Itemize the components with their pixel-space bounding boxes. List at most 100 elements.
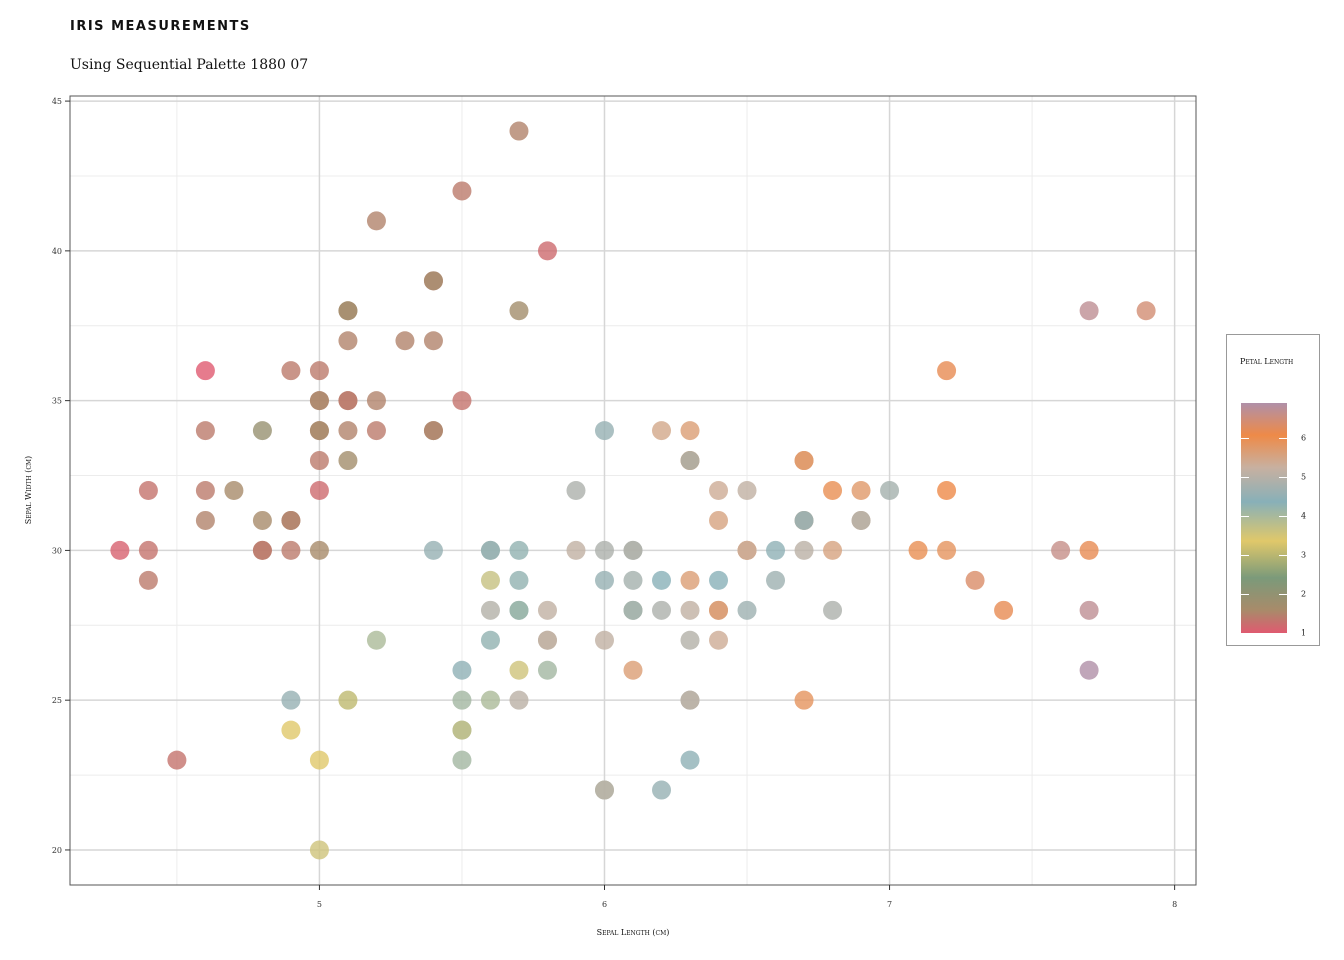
legend-tick-label: 1 bbox=[1301, 628, 1307, 638]
data-point bbox=[680, 630, 700, 650]
data-point bbox=[851, 481, 871, 500]
legend-tick-label: 4 bbox=[1301, 511, 1307, 521]
legend-tick-mark bbox=[1279, 633, 1287, 634]
data-point bbox=[309, 840, 329, 860]
legend-tick-mark bbox=[1279, 516, 1287, 518]
data-point bbox=[823, 600, 843, 620]
data-point bbox=[480, 540, 500, 560]
data-point bbox=[537, 241, 557, 261]
data-point bbox=[1079, 540, 1099, 560]
y-axis-label: Sepal Width (cm) bbox=[24, 456, 33, 524]
data-point bbox=[737, 600, 757, 620]
legend-tick-mark bbox=[1279, 438, 1287, 440]
data-point bbox=[309, 540, 329, 560]
data-point bbox=[110, 540, 130, 560]
data-point bbox=[623, 570, 643, 590]
data-point bbox=[566, 540, 586, 560]
x-tick-label: 7 bbox=[887, 900, 892, 909]
data-point bbox=[366, 630, 386, 650]
data-point bbox=[937, 481, 957, 500]
data-point bbox=[366, 391, 386, 411]
data-point bbox=[594, 780, 614, 800]
data-point bbox=[452, 391, 472, 411]
data-point bbox=[309, 391, 329, 411]
y-tick-label: 25 bbox=[52, 696, 62, 705]
y-tick-label: 40 bbox=[52, 247, 62, 256]
legend-ticks: 1 2 3 4 5 6 bbox=[1241, 403, 1311, 638]
data-point bbox=[1051, 540, 1071, 560]
x-tick-label: 6 bbox=[602, 900, 607, 909]
chart-title: IRIS MEASUREMENTS bbox=[70, 19, 251, 34]
data-point bbox=[880, 481, 900, 500]
data-point bbox=[537, 630, 557, 650]
data-point bbox=[195, 510, 215, 530]
data-point bbox=[281, 690, 301, 710]
data-point bbox=[395, 331, 415, 351]
data-point bbox=[452, 660, 472, 680]
plot-frame bbox=[69, 95, 1197, 886]
data-point bbox=[366, 211, 386, 231]
data-point bbox=[509, 540, 529, 560]
data-point bbox=[480, 630, 500, 650]
legend-tick-mark bbox=[1279, 477, 1287, 479]
data-point bbox=[1079, 301, 1099, 321]
data-point bbox=[224, 481, 244, 500]
data-point bbox=[138, 540, 158, 560]
data-point bbox=[680, 600, 700, 620]
data-point bbox=[680, 570, 700, 590]
data-point bbox=[1136, 301, 1156, 321]
x-tick-label: 8 bbox=[1172, 900, 1177, 909]
data-point bbox=[823, 540, 843, 560]
data-point bbox=[338, 421, 358, 441]
data-point bbox=[252, 540, 272, 560]
data-point bbox=[709, 570, 729, 590]
data-point bbox=[281, 510, 301, 530]
data-point bbox=[167, 750, 187, 770]
data-point bbox=[452, 720, 472, 740]
data-point bbox=[794, 690, 814, 710]
data-point bbox=[480, 570, 500, 590]
legend-tick-label: 5 bbox=[1301, 472, 1307, 482]
data-point bbox=[281, 540, 301, 560]
data-point bbox=[594, 570, 614, 590]
data-point bbox=[680, 690, 700, 710]
y-axis-ticks: 20 25 30 35 40 45 bbox=[52, 97, 70, 855]
data-point bbox=[423, 540, 443, 560]
data-point bbox=[452, 690, 472, 710]
legend-tick-label: 6 bbox=[1301, 433, 1307, 443]
data-point bbox=[823, 481, 843, 500]
data-point bbox=[994, 600, 1014, 620]
data-point bbox=[680, 750, 700, 770]
data-point bbox=[195, 421, 215, 441]
data-point bbox=[309, 361, 329, 381]
data-point bbox=[680, 421, 700, 441]
data-point bbox=[794, 451, 814, 471]
data-point bbox=[623, 660, 643, 680]
data-point bbox=[423, 421, 443, 441]
legend-tick-mark bbox=[1241, 438, 1249, 440]
data-point bbox=[1079, 600, 1099, 620]
legend-tick-mark bbox=[1241, 633, 1249, 634]
data-point bbox=[709, 600, 729, 620]
data-point bbox=[338, 451, 358, 471]
data-point bbox=[794, 540, 814, 560]
data-point bbox=[480, 690, 500, 710]
legend-tick-label: 3 bbox=[1301, 550, 1307, 560]
data-point bbox=[338, 301, 358, 321]
data-point bbox=[338, 391, 358, 411]
data-point bbox=[766, 570, 786, 590]
data-point bbox=[737, 540, 757, 560]
data-point bbox=[252, 510, 272, 530]
data-point bbox=[851, 510, 871, 530]
data-point bbox=[652, 570, 672, 590]
data-point bbox=[509, 660, 529, 680]
data-point bbox=[338, 690, 358, 710]
legend-tick-mark bbox=[1241, 555, 1249, 557]
y-tick-label: 45 bbox=[52, 97, 62, 106]
data-point bbox=[423, 271, 443, 291]
data-point bbox=[652, 780, 672, 800]
data-point bbox=[480, 600, 500, 620]
data-point bbox=[709, 510, 729, 530]
data-point bbox=[309, 451, 329, 471]
